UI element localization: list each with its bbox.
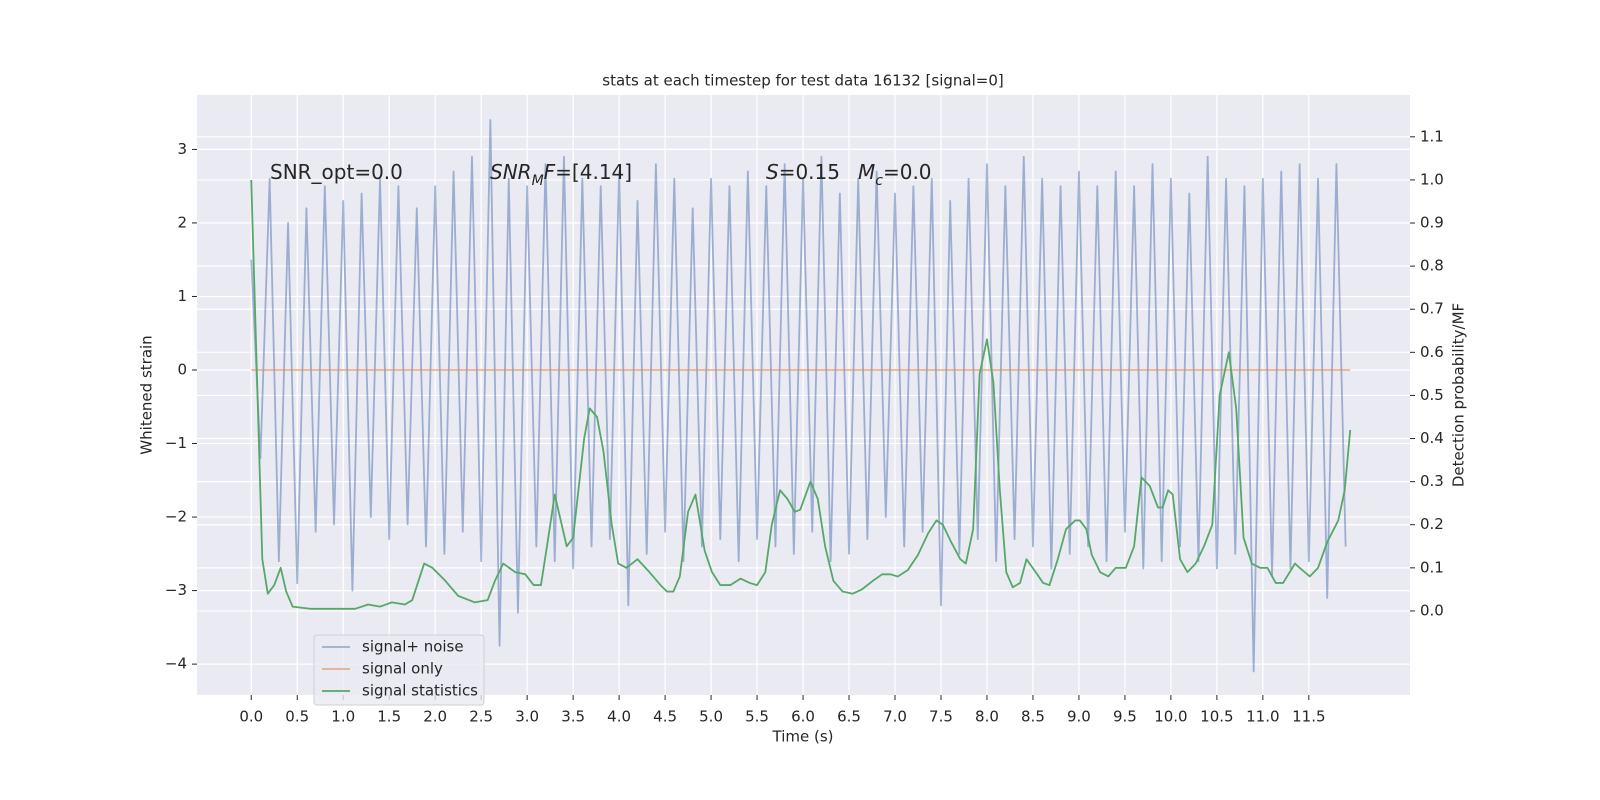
y2-tick-label: 0.0 (1420, 601, 1444, 619)
annotation-part: SNR_opt=0.0 (270, 160, 403, 184)
x-tick-label: 9.0 (1067, 708, 1091, 726)
y2-tick-label: 0.3 (1420, 472, 1444, 490)
x-axis-label: Time (s) (772, 728, 834, 746)
y2-tick-label: 0.4 (1420, 429, 1444, 447)
annotation: SNR_opt=0.0 (270, 160, 403, 184)
legend-box (313, 634, 485, 706)
annotation: S=0.15 (766, 160, 840, 184)
x-tick-label: 1.0 (331, 708, 355, 726)
y2-tick-label: 0.5 (1420, 386, 1444, 404)
y2-tick-label: 0.8 (1420, 257, 1444, 275)
y-tick-label: 1 (177, 287, 187, 305)
y2-tick-label: 1.1 (1420, 127, 1444, 145)
x-tick-label: 3.0 (515, 708, 539, 726)
annotation: Mc=0.0 (858, 160, 932, 190)
y2-tick-label: 0.7 (1420, 300, 1444, 318)
y-tick-label: −3 (165, 581, 187, 599)
x-tick-label: 6.5 (837, 708, 861, 726)
x-tick-label: 11.0 (1246, 708, 1279, 726)
x-tick-label: 6.0 (791, 708, 815, 726)
y-tick-label: −4 (165, 655, 187, 673)
annotation: SNRMF=[4.14] (490, 160, 632, 190)
x-tick-label: 1.5 (377, 708, 401, 726)
y2-tick-label: 0.2 (1420, 515, 1444, 533)
y-tick-label: 2 (177, 213, 187, 231)
y2-tick-label: 0.9 (1420, 214, 1444, 232)
annotation-part: M (532, 173, 544, 189)
x-tick-label: 2.0 (423, 708, 447, 726)
legend-label: signal statistics (362, 682, 478, 700)
y-tick-label: −2 (165, 508, 187, 526)
series-line (250, 179, 1352, 610)
y2-tick-label: 1.0 (1420, 170, 1444, 188)
x-tick-label: 4.5 (653, 708, 677, 726)
annotation-part: SNR (490, 160, 532, 184)
y2-tick-label: 0.1 (1420, 558, 1444, 576)
y-tick-label: −1 (165, 434, 187, 452)
annotation-part: F (544, 160, 556, 184)
y-tick-label: 0 (177, 361, 187, 379)
x-tick-label: 10.5 (1200, 708, 1233, 726)
y2-tick-label: 0.6 (1420, 343, 1444, 361)
annotation-part: =0.15 (779, 160, 840, 184)
legend-label: signal only (362, 660, 443, 678)
x-tick-label: 7.5 (929, 708, 953, 726)
x-tick-label: 5.0 (699, 708, 723, 726)
x-tick-label: 3.5 (561, 708, 585, 726)
x-tick-label: 7.0 (883, 708, 907, 726)
y-tick-label: 3 (177, 140, 187, 158)
chart-title: stats at each timestep for test data 161… (602, 72, 1003, 90)
annotation-part: =[4.14] (555, 160, 632, 184)
x-tick-label: 5.5 (745, 708, 769, 726)
series-line (250, 119, 1347, 673)
annotation-part: =0.0 (883, 160, 932, 184)
annotation-part: c (875, 173, 883, 189)
x-tick-label: 11.5 (1292, 708, 1325, 726)
annotation-part: S (766, 160, 779, 184)
x-tick-label: 0.5 (285, 708, 309, 726)
y-axis-label: Whitened strain (138, 335, 156, 454)
x-tick-label: 8.0 (975, 708, 999, 726)
x-tick-label: 4.0 (607, 708, 631, 726)
x-tick-label: 0.0 (239, 708, 263, 726)
x-tick-label: 10.0 (1154, 708, 1187, 726)
x-tick-label: 8.5 (1021, 708, 1045, 726)
legend-label: signal+ noise (362, 638, 464, 656)
annotation-part: M (858, 160, 875, 184)
x-tick-label: 9.5 (1113, 708, 1137, 726)
x-tick-label: 2.5 (469, 708, 493, 726)
y2-axis-label: Detection probability/MF (1450, 303, 1468, 487)
